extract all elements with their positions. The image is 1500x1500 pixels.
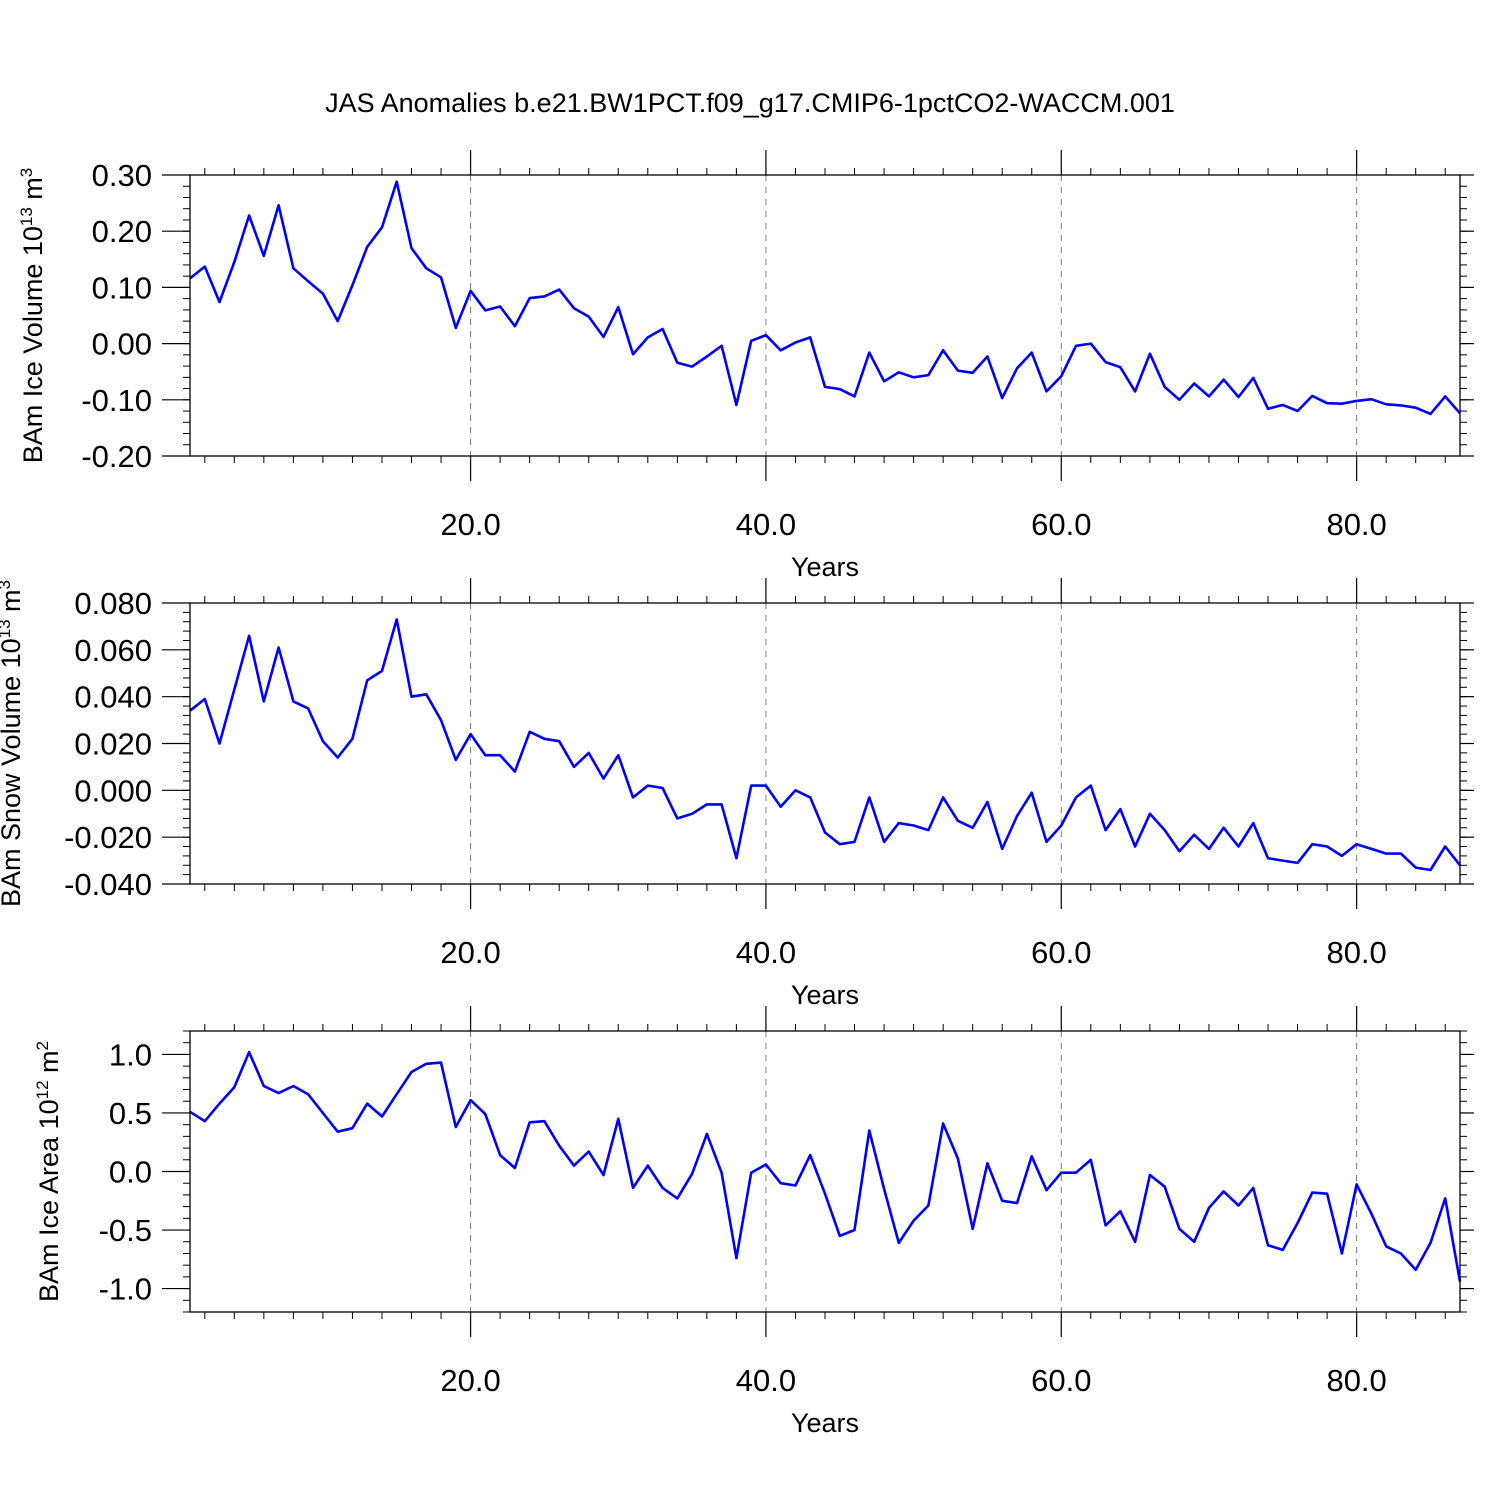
y-tick-label: -0.5 xyxy=(99,1213,152,1248)
plot-frame xyxy=(189,1030,1461,1313)
y-axis-label: BAm Ice Area 1012 m2 xyxy=(33,1041,64,1302)
plot-frame xyxy=(189,602,1461,885)
chart-panel-1: -0.20 -0.10 0.00 0.10 0.20 0.30 20.0 40.0 60.0 80… xyxy=(17,150,1474,582)
chart-panel-3: -1.0 -0.5 0.0 0.5 1.0 20.0 40.0 60.0 80.0 Years BA… xyxy=(33,1006,1474,1438)
series-line-1 xyxy=(189,618,1462,872)
series-line-1 xyxy=(189,1050,1462,1282)
y-tick-label: 0.040 xyxy=(74,680,152,715)
x-tick-label: 20.0 xyxy=(440,935,500,970)
y-tick-label: 0.30 xyxy=(92,158,152,193)
y-tick-label: -0.20 xyxy=(81,439,152,474)
y-tick-label: 0.0 xyxy=(109,1155,152,1190)
chart-title: JAS Anomalies b.e21.BW1PCT.f09_g17.CMIP6… xyxy=(325,88,1175,118)
plot-frame xyxy=(189,174,1461,457)
y-tick-label: 1.0 xyxy=(109,1037,152,1072)
y-tick-label: -1.0 xyxy=(99,1272,152,1307)
x-tick-label: 80.0 xyxy=(1326,1363,1386,1398)
y-tick-label: 0.00 xyxy=(92,327,152,362)
y-tick-label: 0.080 xyxy=(74,586,152,621)
y-tick-label: 0.020 xyxy=(74,727,152,762)
x-axis-label: Years xyxy=(791,980,859,1010)
y-axis-label: BAm Ice Volume 1013 m3 xyxy=(17,168,48,464)
y-tick-label: 0.10 xyxy=(92,270,152,305)
x-tick-label: 80.0 xyxy=(1326,507,1386,542)
x-tick-label: 20.0 xyxy=(440,1363,500,1398)
panels: -0.20 -0.10 0.00 0.10 0.20 0.30 20.0 40.0 60.0 80… xyxy=(0,150,1474,1438)
x-tick-label: 40.0 xyxy=(736,1363,796,1398)
x-axis-label: Years xyxy=(791,1408,859,1438)
x-axis-label: Years xyxy=(791,552,859,582)
y-tick-label: 0.5 xyxy=(109,1096,152,1131)
y-tick-label: 0.000 xyxy=(74,773,152,808)
y-tick-label: 0.20 xyxy=(92,214,152,249)
x-tick-label: 60.0 xyxy=(1031,935,1091,970)
chart-panel-2: -0.040 -0.020 0.000 0.020 0.040 0.060 0.080 20.… xyxy=(0,578,1474,1010)
x-tick-label: 40.0 xyxy=(736,507,796,542)
y-axis-label: BAm Snow Volume 1013 m3 xyxy=(0,580,26,907)
x-tick-label: 60.0 xyxy=(1031,1363,1091,1398)
x-tick-label: 20.0 xyxy=(440,507,500,542)
x-tick-label: 40.0 xyxy=(736,935,796,970)
y-tick-label: -0.020 xyxy=(64,820,152,855)
y-tick-label: -0.040 xyxy=(64,867,152,902)
x-tick-label: 60.0 xyxy=(1031,507,1091,542)
y-tick-label: 0.060 xyxy=(74,633,152,668)
x-tick-label: 80.0 xyxy=(1326,935,1386,970)
series-line-1 xyxy=(189,180,1461,416)
y-tick-label: -0.10 xyxy=(81,383,152,418)
